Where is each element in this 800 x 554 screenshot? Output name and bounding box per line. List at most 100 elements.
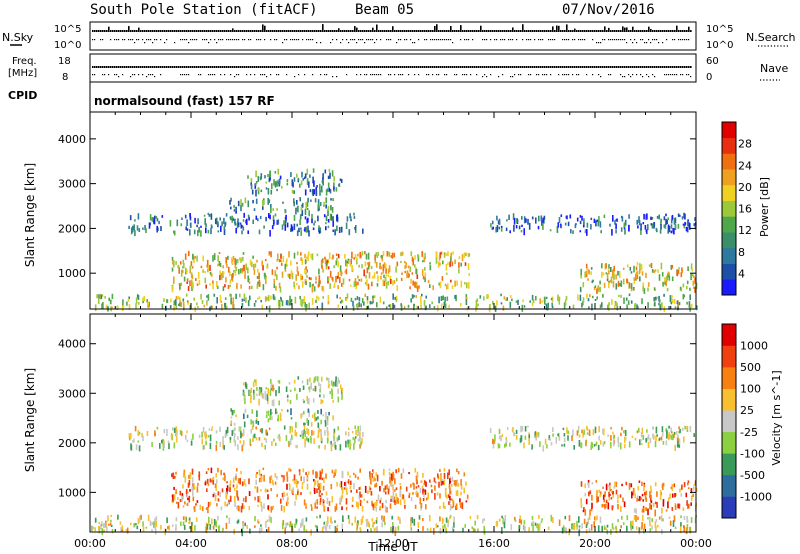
noise-sky-mark <box>500 30 502 32</box>
freq-mark <box>460 66 462 68</box>
freq-mark <box>288 66 290 68</box>
echo-cell-echoes-1000km-late <box>609 493 611 496</box>
echo-cell-echoes-3000km <box>258 387 261 390</box>
noise-right-tick-bottom: 10^0 <box>706 40 733 51</box>
nave-mark-dot <box>454 74 456 76</box>
echo-cell-echoes-2000km-early <box>166 429 168 436</box>
echo-cell-echoes-1000km-main <box>333 472 336 475</box>
freq-mark <box>318 66 320 68</box>
echo-cell-echoes-near-range <box>442 518 445 522</box>
echo-cell-echoes-1000km-main <box>325 491 328 496</box>
echo-cell-echoes-2000km-early <box>259 428 262 433</box>
echo-cell-echoes-1000km-late <box>654 509 656 517</box>
echo-cell-echoes-1000km-main <box>368 272 371 279</box>
echo-cell-echoes-1000km-main <box>182 472 185 478</box>
echo-cell-echoes-2000km-early <box>359 425 362 432</box>
echo-cell-echoes-2000km-early <box>284 224 287 231</box>
noise-sky-mark <box>218 30 220 32</box>
echo-cell-echoes-1000km-main <box>244 483 247 487</box>
echo-cell-echoes-1000km-main <box>400 252 402 257</box>
echo-cell-echoes-1000km-main <box>247 267 249 274</box>
echo-cell-echoes-1000km-main <box>384 491 387 495</box>
echo-cell-echoes-1000km-late <box>588 269 590 275</box>
echo-cell-echoes-near-range <box>193 297 195 301</box>
noise-search-mark <box>644 42 646 44</box>
echo-cell-echoes-1000km-main <box>325 262 328 267</box>
nave-mark-dot <box>260 74 262 76</box>
echo-cell-echoes-near-range <box>658 295 660 302</box>
echo-cell-echoes-2000km-late <box>612 431 614 435</box>
noise-sky-mark <box>290 30 292 32</box>
echo-cell-echoes-2000km-late <box>493 439 496 444</box>
echo-cell-echoes-1000km-main <box>263 272 266 277</box>
echo-cell-echoes-2000km-late <box>549 438 551 441</box>
echo-cell-echoes-3000km <box>270 379 272 384</box>
echo-cell-echoes-1000km-main <box>410 278 412 284</box>
noise-search-mark <box>572 39 574 41</box>
echo-cell-echoes-3000km <box>331 380 333 384</box>
echo-cell-echoes-1000km-main <box>284 263 287 271</box>
echo-cell-echoes-3000km <box>306 396 308 401</box>
noise-search-mark <box>410 39 412 41</box>
nave-mark-dot <box>498 76 500 78</box>
echo-cell-echoes-2000km-late <box>631 435 634 438</box>
freq-mark <box>356 66 358 68</box>
beam-label: Beam 05 <box>355 2 414 18</box>
echo-cell-echoes-2000km-early <box>202 426 205 433</box>
noise-search-mark <box>562 39 564 41</box>
echo-cell-echoes-3000km <box>289 399 292 405</box>
noise-sky-mark <box>522 24 524 32</box>
echo-cell-echoes-near-range <box>117 514 119 520</box>
echo-cell-echoes-3000km <box>340 179 343 183</box>
echo-cell-echoes-1000km-main <box>322 269 324 273</box>
echo-cell-echoes-near-range <box>479 295 482 299</box>
echo-cell-echoes-1000km-late <box>640 497 643 500</box>
echo-cell-echoes-1000km-late <box>593 287 596 291</box>
freq-mark <box>124 66 126 68</box>
freq-mark <box>430 66 432 68</box>
freq-mark <box>132 66 134 68</box>
noise-sky-mark <box>186 30 188 32</box>
echo-cell-echoes-1000km-main <box>354 254 357 259</box>
echo-cell-echoes-1000km-main <box>351 251 353 259</box>
echo-cell-echoes-2000km-early <box>252 438 254 442</box>
echo-cell-echoes-2000km-late <box>681 427 684 431</box>
freq-mark <box>402 66 404 68</box>
echo-cell-echoes-2500km <box>303 422 305 426</box>
freq-mark <box>364 66 366 68</box>
echo-cell-echoes-near-range <box>390 526 392 532</box>
echo-cell-echoes-2000km-early <box>205 440 207 446</box>
echo-cell-echoes-2000km-late <box>611 229 613 236</box>
echo-cell-echoes-2000km-late <box>516 219 518 224</box>
echo-cell-echoes-1000km-main <box>456 280 458 286</box>
echo-cell-echoes-1000km-main <box>301 258 304 265</box>
echo-cell-echoes-1000km-main <box>322 485 325 491</box>
echo-cell-echoes-near-range <box>177 296 180 300</box>
echo-cell-echoes-1000km-late <box>644 491 646 496</box>
echo-cell-echoes-2000km-early <box>264 444 266 450</box>
noise-sky-mark <box>538 30 540 32</box>
noise-sky-mark <box>542 30 544 32</box>
echo-cell-echoes-near-range <box>635 515 637 522</box>
noise-sky-mark <box>266 30 268 32</box>
echo-cell-echoes-near-range <box>302 518 304 526</box>
echo-cell-echoes-near-range <box>236 520 239 524</box>
freq-mark <box>244 66 246 68</box>
echo-cell-echoes-1000km-main <box>416 479 418 485</box>
echo-cell-echoes-2000km-early <box>160 226 162 231</box>
echo-cell-echoes-2000km-early <box>162 438 164 446</box>
echo-cell-echoes-3000km <box>271 399 274 406</box>
echo-cell-echoes-1000km-late <box>645 490 648 496</box>
colorbar-frame <box>721 323 737 519</box>
freq-mark <box>548 66 550 68</box>
echo-cell-echoes-2000km-late <box>639 439 641 446</box>
noise-sky-mark <box>234 30 236 32</box>
echo-cell-echoes-2000km-late <box>609 223 611 227</box>
echo-cell-echoes-2000km-early <box>311 213 313 220</box>
echo-cell-echoes-1000km-main <box>423 489 425 493</box>
echo-cell-echoes-1000km-main <box>171 500 174 504</box>
echo-cell-echoes-3000km <box>334 380 337 387</box>
colorbar-tick-label: 1000 <box>740 340 768 353</box>
echo-cell-echoes-2000km-late <box>571 435 573 441</box>
noise-sky-mark <box>178 30 180 32</box>
